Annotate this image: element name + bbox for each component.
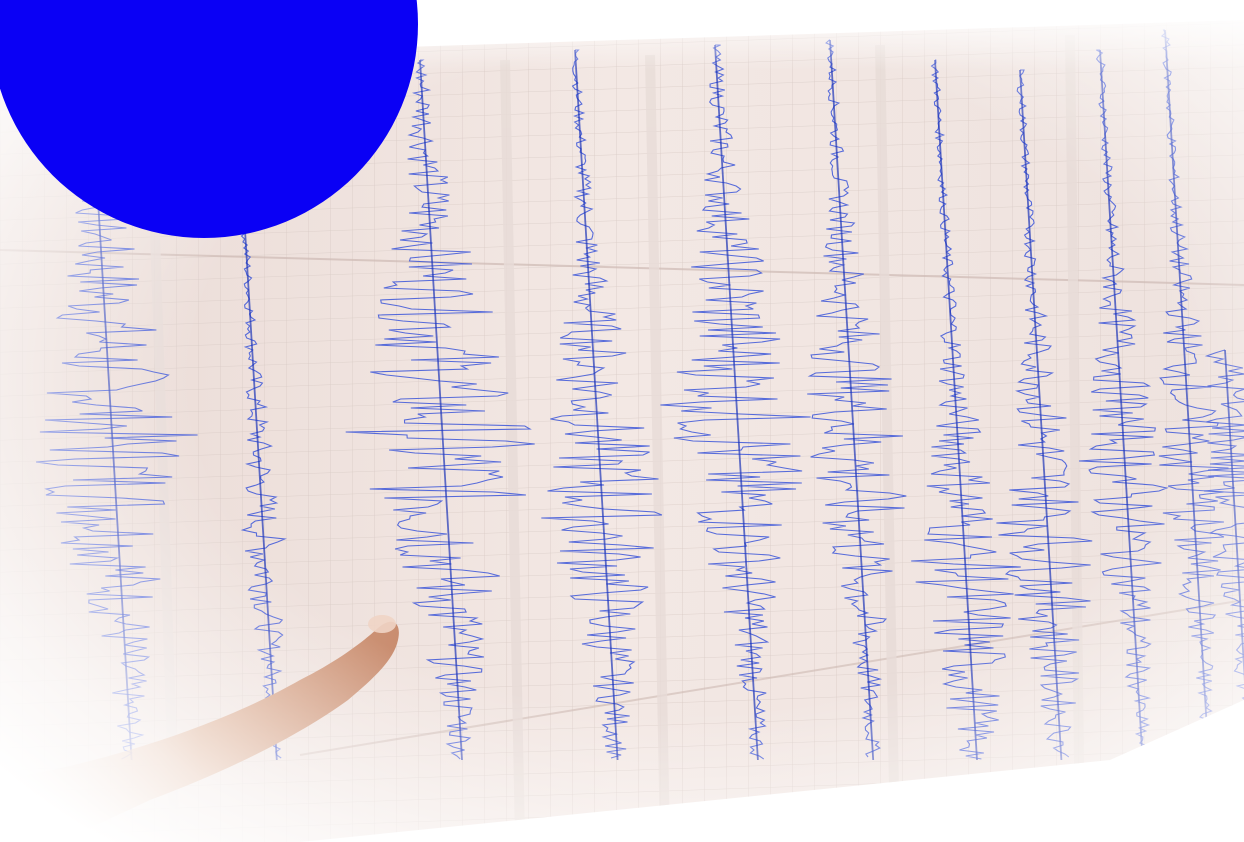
blue-circle-badge-icon — [0, 0, 418, 238]
